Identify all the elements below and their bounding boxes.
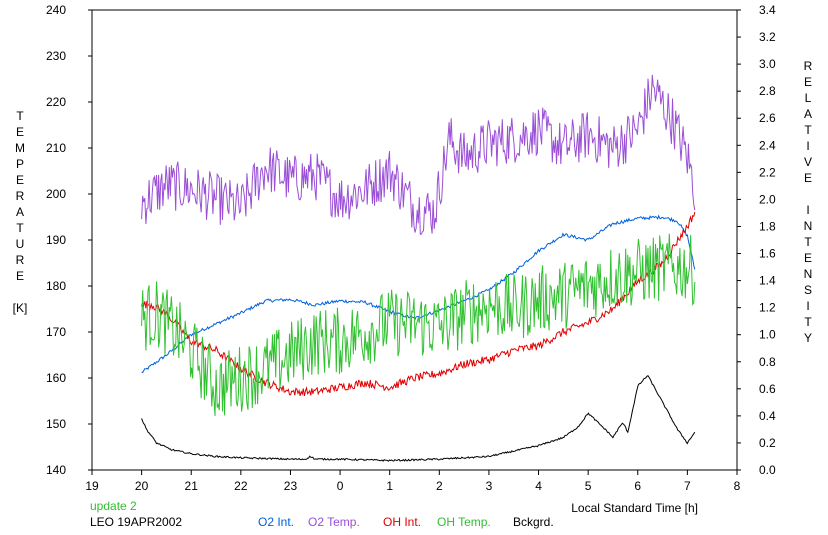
station-date: LEO 19APR2002: [90, 515, 182, 529]
x-tick-label: 4: [535, 479, 542, 493]
right-tick-label: 2.6: [759, 111, 776, 125]
series-line-o2int: [141, 214, 696, 374]
right-tick-label: 0.0: [759, 463, 776, 477]
right-tick-label: 2.8: [759, 84, 776, 98]
left-axis-letter: T: [16, 221, 24, 235]
left-axis-letter: R: [16, 189, 25, 203]
right-tick-label: 1.4: [759, 274, 776, 288]
right-tick-label: 3.2: [759, 30, 776, 44]
right-tick-label: 0.8: [759, 355, 776, 369]
plot-frame: [91, 9, 738, 471]
right-axis-letter: N: [804, 219, 813, 233]
right-y-axis: 0.0 0.2 0.4 0.6 0.8 1.0 1.2 1.4 1.6 1.8 2.0 2.2 2.4 2…: [737, 3, 776, 477]
right-tick-label: 3.4: [759, 3, 776, 17]
left-axis-letter: T: [16, 109, 24, 123]
x-tick-label: 5: [585, 479, 592, 493]
series-line-bck: [141, 375, 696, 462]
left-axis-letter: [K]: [13, 301, 28, 315]
x-tick-label: 8: [734, 479, 741, 493]
left-tick-label: 170: [46, 325, 66, 339]
x-tick-label: 21: [185, 479, 199, 493]
left-tick-label: 210: [46, 141, 66, 155]
legend-item-ohtemp: OH Temp.: [437, 515, 491, 529]
x-axis: 19 20 21 22 23 0 1 2 3 4 5 6 7 8: [85, 470, 741, 493]
x-axis-label: Local Standard Time [h]: [571, 501, 698, 515]
legend-item-ohint: OH Int.: [383, 515, 421, 529]
plot-border: [91, 9, 738, 471]
left-axis-letter: E: [16, 125, 24, 139]
right-axis-letter: E: [804, 251, 812, 265]
series-line-ohint: [141, 211, 696, 397]
right-tick-label: 0.2: [759, 436, 776, 450]
x-tick-label: 1: [386, 479, 393, 493]
right-axis-letter: V: [804, 155, 812, 169]
right-axis-letter: E: [804, 171, 812, 185]
right-axis-letter: I: [806, 299, 809, 313]
legend-item-o2temp: O2 Temp.: [308, 515, 360, 529]
left-axis-letter: E: [16, 173, 24, 187]
left-tick-label: 150: [46, 417, 66, 431]
x-tick-label: 7: [684, 479, 691, 493]
x-tick-label: 20: [135, 479, 149, 493]
right-tick-label: 1.6: [759, 247, 776, 261]
series-line-ohtemp: [141, 233, 696, 417]
legend-item-o2int: O2 Int.: [258, 515, 294, 529]
x-tick-label: 2: [436, 479, 443, 493]
right-tick-label: 2.0: [759, 192, 776, 206]
right-tick-label: 3.0: [759, 57, 776, 71]
left-tick-label: 230: [46, 49, 66, 63]
right-axis-letter: A: [804, 107, 812, 121]
right-axis-letter: R: [804, 59, 813, 73]
legend-item-bck: Bckgrd.: [513, 515, 554, 529]
series-line-o2temp: [141, 74, 696, 236]
right-axis-letter: S: [804, 283, 812, 297]
left-axis-letter: M: [15, 141, 25, 155]
right-axis-letter: T: [804, 315, 812, 329]
right-tick-label: 2.2: [759, 165, 776, 179]
right-tick-label: 1.2: [759, 301, 776, 315]
left-axis-letter: U: [16, 237, 25, 251]
left-axis-letter: P: [16, 157, 24, 171]
left-tick-label: 190: [46, 233, 66, 247]
series-lines: [141, 74, 696, 462]
left-tick-label: 200: [46, 187, 66, 201]
left-tick-label: 180: [46, 279, 66, 293]
left-tick-label: 220: [46, 95, 66, 109]
left-axis-letter: R: [16, 253, 25, 267]
left-axis-letter: A: [16, 205, 24, 219]
right-axis-letter: I: [806, 203, 809, 217]
right-axis-letter: T: [804, 123, 812, 137]
right-tick-label: 1.0: [759, 328, 776, 342]
left-tick-label: 140: [46, 463, 66, 477]
right-axis-letter: Y: [804, 331, 812, 345]
x-tick-label: 19: [85, 479, 99, 493]
x-tick-label: 0: [337, 479, 344, 493]
right-axis-letter: N: [804, 267, 813, 281]
x-tick-label: 22: [234, 479, 248, 493]
x-tick-label: 6: [634, 479, 641, 493]
legend: O2 Int. O2 Temp. OH Int. OH Temp. Bckgrd.: [258, 515, 554, 529]
right-axis-letter: L: [805, 91, 812, 105]
right-tick-label: 0.4: [759, 409, 776, 423]
x-tick-label: 23: [284, 479, 298, 493]
right-tick-label: 1.8: [759, 219, 776, 233]
right-axis-letter: E: [804, 75, 812, 89]
left-tick-label: 160: [46, 371, 66, 385]
right-tick-label: 2.4: [759, 138, 776, 152]
x-tick-label: 3: [486, 479, 493, 493]
status-text: update 2: [90, 499, 137, 513]
left-tick-label: 240: [46, 3, 66, 17]
right-tick-label: 0.6: [759, 382, 776, 396]
right-axis-letter: I: [806, 139, 809, 153]
right-axis-letter: T: [804, 235, 812, 249]
left-y-axis: 140 150 160 170 180 190 200 210 220 230 240: [46, 3, 92, 477]
left-axis-letter: E: [16, 269, 24, 283]
